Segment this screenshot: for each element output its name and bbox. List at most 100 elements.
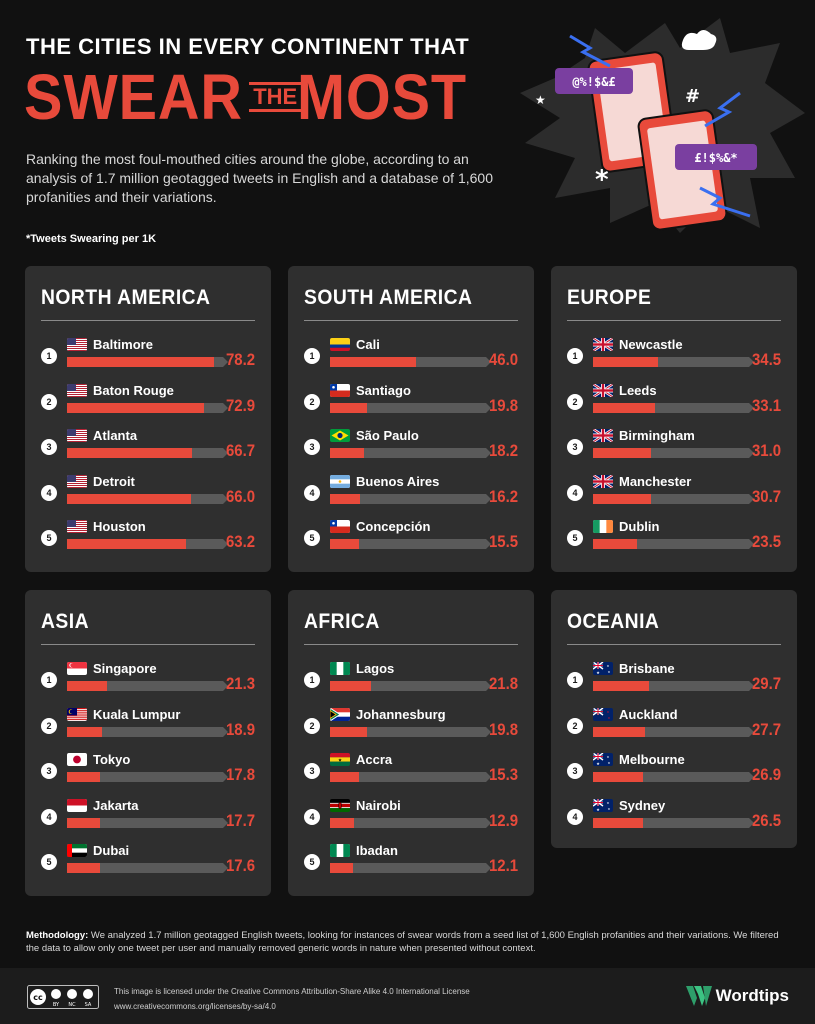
value-label: 19.8 [488,720,518,739]
license-url[interactable]: www.creativecommons.org/licenses/by-sa/4… [114,1002,276,1011]
flag-ae-icon [67,844,87,857]
city-row-buenos-aires: 4 Buenos Aires 16.2 [288,473,534,513]
bar-melbourne [593,772,644,782]
panel-divider [567,320,781,321]
city-row-jakarta: 4 Jakarta 17.7 [25,797,271,837]
bar-track [330,539,491,549]
bar-track [330,494,491,504]
flag-ng-icon [330,844,350,857]
city-row-s-o-paulo: 3 São Paulo 18.2 [288,427,534,467]
city-name: Accra [356,752,393,767]
flag-gb-icon [593,338,613,351]
bar-santiago [330,403,368,413]
title-line-1: THE CITIES IN EVERY CONTINENT THAT [26,34,470,59]
value-label: 15.3 [488,765,518,784]
cc-license-badge: cc BY NC SA [27,985,99,1009]
flag-us-icon [67,520,87,533]
bar-track [67,818,228,828]
rank-badge: 3 [41,763,57,779]
bar-dubai [67,863,100,873]
rank-badge: 2 [567,394,583,410]
main-title: SWEAR THE MOST [24,62,486,132]
city-name: Nairobi [356,798,401,813]
flag-co-icon [330,338,350,351]
bar-track [67,772,228,782]
flag-gh-icon: ★ [330,753,350,766]
flag-us-icon [67,384,87,397]
bar-track [593,772,754,782]
bar-baton-rouge [67,403,204,413]
city-name: Ibadan [356,843,398,858]
flag-jp-icon [67,753,87,766]
panel-divider [567,644,781,645]
city-name: Birmingham [619,428,695,443]
value-label: 17.8 [225,765,255,784]
panel-divider [41,644,255,645]
bar-johannesburg [330,727,368,737]
flag-nz-icon: ★ ★ [593,708,613,721]
bar-birmingham [593,448,652,458]
bar-track [593,727,754,737]
city-row-baton-rouge: 2 Baton Rouge 72.9 [25,382,271,422]
city-name: Baton Rouge [93,383,174,398]
bar-lagos [330,681,371,691]
value-label: 63.2 [225,532,255,551]
svg-text:★: ★ [608,670,611,674]
bar-track [330,863,491,873]
bar-atlanta [67,448,193,458]
city-row-singapore: 1 Singapore 21.3 [25,660,271,700]
svg-text:★: ★ [608,761,611,765]
value-label: 16.2 [488,487,518,506]
flag-cl-icon [330,520,350,533]
lightning-2 [704,91,741,128]
panel-oceania: OCEANIA 1 ★ ★ ★ Brisbane 29.7 2 ★ ★ Auckland 27.7 3 ★… [551,590,797,848]
cc-sa-label: SA [85,1002,92,1008]
bar-track [67,448,228,458]
city-row-manchester: 4 Manchester 30.7 [551,473,797,513]
value-label: 26.9 [751,765,781,784]
bar-accra [330,772,359,782]
svg-text:★: ★ [596,807,600,812]
bar-track [330,681,491,691]
value-label: 72.9 [225,396,255,415]
city-name: Newcastle [619,337,683,352]
flag-us-icon [67,475,87,488]
footer: cc BY NC SA This image is licensed under… [0,968,815,1024]
rank-badge: 4 [304,809,320,825]
flag-gb-icon [593,475,613,488]
wordtips-logo[interactable]: Wordtips [685,986,789,1006]
svg-text:★: ★ [596,761,600,766]
flag-ie-icon [593,520,613,533]
bar-buenos-aires [330,494,361,504]
star-icon: ★ [535,93,546,107]
flag-au-icon: ★ ★ ★ [593,753,613,766]
value-label: 31.0 [751,441,781,460]
panel-south-america: SOUTH AMERICA 1 Cali 46.0 2 Santiago 19.8 3 São … [288,266,534,572]
flag-au-icon: ★ ★ ★ [593,799,613,812]
value-label: 21.8 [488,674,518,693]
panel-title: AFRICA [304,610,380,633]
svg-text:★: ★ [596,670,600,675]
city-name: Dublin [619,519,660,534]
panel-africa: AFRICA 1 Lagos 21.8 2 Johannesburg 19.8 3 ★ Accra… [288,590,534,896]
city-row-atlanta: 3 Atlanta 66.7 [25,427,271,467]
bubble-2 [675,144,757,170]
panel-divider [41,320,255,321]
wordtips-brand-text: Wordtips [715,986,789,1005]
bar-track [593,448,754,458]
bar-dublin [593,539,638,549]
value-label: 12.9 [488,811,518,830]
bar-cali [330,357,417,367]
city-row-kuala-lumpur: 2 Kuala Lumpur 18.9 [25,706,271,746]
rank-badge: 3 [41,439,57,455]
panel-divider [304,320,518,321]
rank-badge: 3 [304,763,320,779]
cc-nc-label: NC [68,1002,76,1008]
rank-badge: 2 [41,394,57,410]
flag-my-icon [67,708,87,721]
phones-illustration: @%!$&£ £!$%&* # ★ * [520,18,805,233]
value-label: 34.5 [751,350,781,369]
bar-leeds [593,403,656,413]
city-name: Kuala Lumpur [93,707,181,722]
city-name: Houston [93,519,146,534]
